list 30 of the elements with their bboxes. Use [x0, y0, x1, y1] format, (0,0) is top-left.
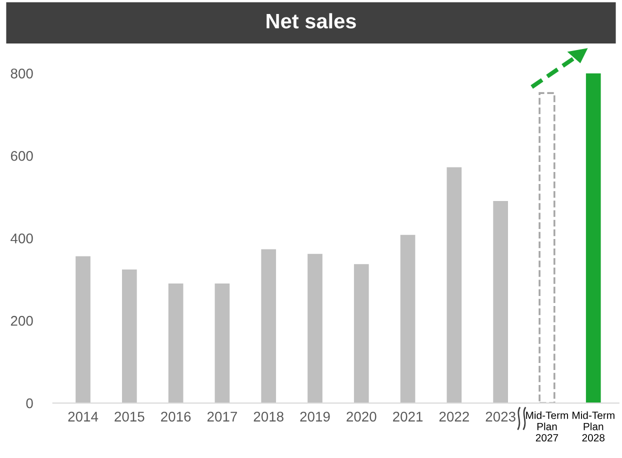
x-tick-label: Mid-Term Plan 2028 [572, 411, 614, 442]
y-tick-label: 400 [10, 233, 33, 244]
x-tick-label: 2022 [439, 412, 469, 422]
bar [122, 269, 137, 404]
y-tick-label: 600 [10, 151, 33, 161]
x-tick-label: 2016 [161, 412, 191, 422]
x-tick-label: 2021 [393, 412, 423, 422]
y-tick-label: 0 [26, 398, 33, 408]
bar [538, 92, 556, 404]
bar [308, 254, 322, 404]
bar [586, 73, 601, 404]
x-tick-label: 2019 [300, 412, 330, 422]
bar [354, 264, 369, 404]
bar [400, 234, 416, 404]
bar [214, 284, 230, 404]
chart-title: Net sales [266, 13, 356, 28]
bar [261, 249, 276, 404]
x-tick-label: 2018 [254, 412, 284, 422]
bar [446, 167, 462, 404]
x-tick-label: 2023 [486, 412, 516, 422]
y-tick-label: 200 [10, 316, 33, 326]
x-tick-label: 2020 [346, 412, 376, 422]
bar [168, 284, 184, 404]
y-tick-label: 800 [10, 68, 33, 78]
x-tick-label: 2015 [114, 412, 144, 422]
x-tick-label: 2017 [207, 412, 237, 422]
bar [493, 201, 508, 404]
bar [76, 256, 90, 404]
x-tick-label: 2014 [68, 412, 98, 422]
x-tick-label: Mid-Term Plan 2027 [526, 411, 568, 442]
